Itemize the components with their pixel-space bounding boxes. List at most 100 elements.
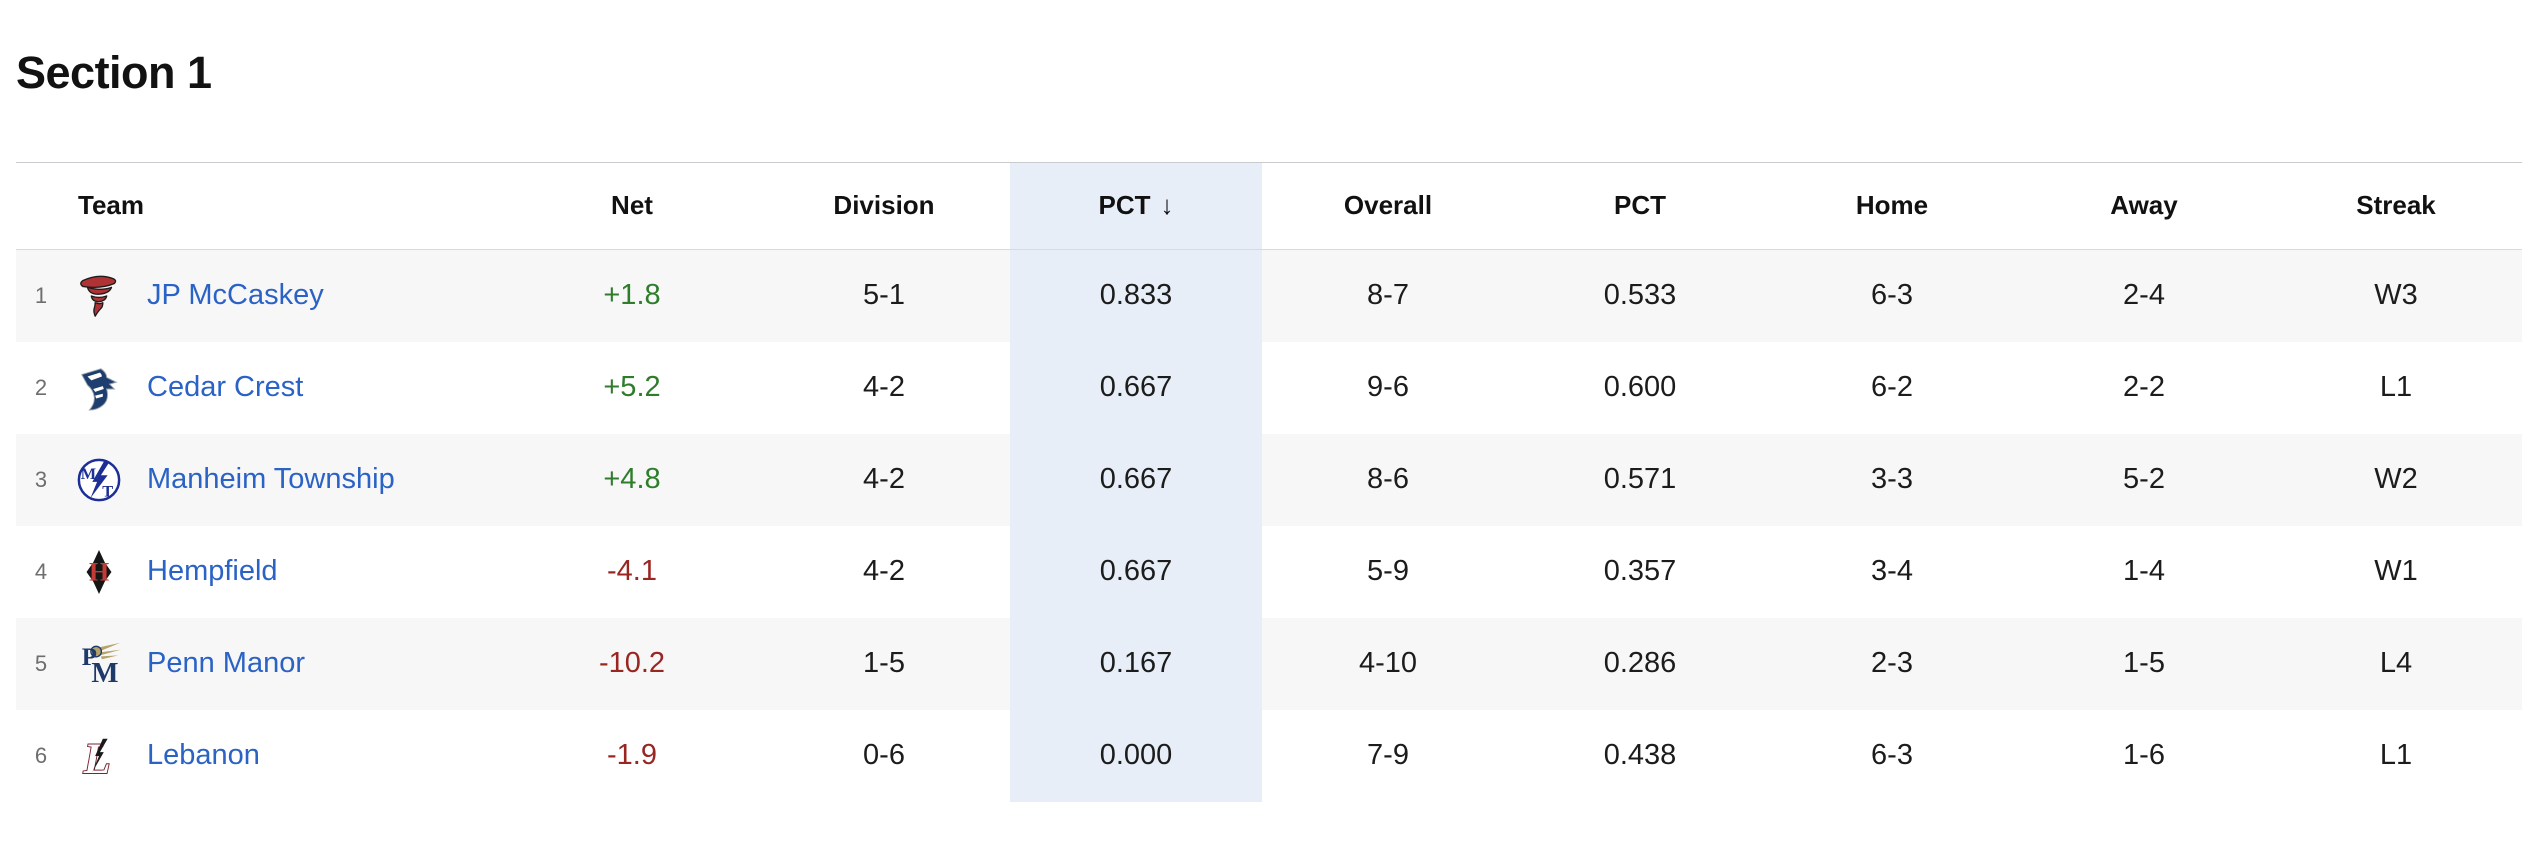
overall-pct-cell: 0.286 — [1603, 647, 1677, 679]
overall-pct-cell: 0.533 — [1603, 279, 1677, 311]
table-row: 3 M T Manheim Township +4.8 4-2 0.667 8-… — [16, 433, 2522, 526]
team-link[interactable]: Hempfield — [147, 555, 278, 587]
division-record-cell: 4-2 — [863, 463, 905, 495]
team-logo-icon: H — [75, 548, 123, 596]
team-cell: 1 JP McCaskey — [16, 249, 506, 342]
team-link[interactable]: Penn Manor — [147, 647, 305, 679]
column-header-division-pct[interactable]: PCT ↓ — [1010, 161, 1262, 250]
division-pct-cell: 0.667 — [1010, 341, 1262, 434]
l-lightning-logo-icon: L — [82, 733, 112, 779]
streak-cell: L1 — [2379, 371, 2413, 403]
column-header-streak[interactable]: Streak — [2270, 161, 2522, 250]
overall-record-cell: 9-6 — [1367, 371, 1409, 403]
team-link[interactable]: Lebanon — [147, 739, 260, 771]
table-row: 6 L Lebanon -1.9 0-6 0.000 7-9 0.438 6-3… — [16, 709, 2522, 802]
team-logo-icon — [75, 364, 123, 412]
column-header-overall[interactable]: Overall — [1262, 161, 1514, 250]
table-body: 1 JP McCaskey +1.8 5-1 0.833 8-7 0.533 6… — [16, 249, 2522, 802]
overall-pct-cell: 0.438 — [1603, 739, 1677, 771]
column-header-overall-pct[interactable]: PCT — [1514, 161, 1766, 250]
table-row: 1 JP McCaskey +1.8 5-1 0.833 8-7 0.533 6… — [16, 249, 2522, 342]
sort-desc-icon: ↓ — [1160, 190, 1174, 220]
home-record-cell: 3-3 — [1871, 463, 1913, 495]
streak-cell: W3 — [2374, 279, 2418, 311]
away-record-cell: 1-5 — [2123, 647, 2165, 679]
overall-record-cell: 5-9 — [1367, 555, 1409, 587]
overall-record-cell: 7-9 — [1367, 739, 1409, 771]
team-logo-icon: L — [75, 732, 123, 780]
away-record-cell: 5-2 — [2123, 463, 2165, 495]
table-row: 2 Cedar Crest +5.2 4-2 0.667 9-6 0.600 6… — [16, 341, 2522, 434]
pm-comet-logo-icon: P M — [82, 642, 122, 687]
svg-text:P: P — [82, 643, 97, 670]
rank-label: 2 — [34, 374, 48, 400]
svg-text:T: T — [102, 481, 113, 500]
column-header-division[interactable]: Division — [758, 161, 1010, 250]
standings-table: Team Net Division PCT ↓ Overall PCT Home … — [16, 161, 2522, 802]
table-row: 4 H Hempfield -4.1 4-2 0.667 5-9 0.357 3… — [16, 525, 2522, 618]
rank-label: 3 — [34, 466, 48, 492]
page: Section 1 Team Net Division PCT ↓ Overall… — [0, 48, 2538, 802]
away-record-cell: 2-4 — [2123, 279, 2165, 311]
streak-cell: W2 — [2374, 463, 2418, 495]
team-link[interactable]: Cedar Crest — [147, 371, 304, 403]
column-header-away[interactable]: Away — [2018, 161, 2270, 250]
team-cell: 3 M T Manheim Township — [16, 434, 506, 526]
home-record-cell: 6-2 — [1871, 371, 1913, 403]
overall-pct-cell: 0.600 — [1603, 371, 1677, 403]
team-link[interactable]: JP McCaskey — [147, 279, 324, 311]
team-link[interactable]: Manheim Township — [147, 463, 395, 495]
division-record-cell: 1-5 — [863, 647, 905, 679]
streak-cell: W1 — [2374, 555, 2418, 587]
rank-label: 1 — [34, 282, 48, 308]
svg-text:M: M — [81, 464, 96, 483]
tornado-logo-icon — [80, 275, 117, 317]
column-header-division-pct-label: PCT — [1098, 190, 1151, 220]
team-cell: 5 P M Penn Manor — [16, 618, 506, 710]
division-record-cell: 0-6 — [863, 739, 905, 771]
svg-text:M: M — [91, 657, 118, 687]
column-header-team[interactable]: Team — [16, 161, 506, 250]
net-cell: -1.9 — [607, 739, 657, 771]
rank-label: 6 — [34, 742, 48, 768]
division-pct-cell: 0.667 — [1010, 525, 1262, 618]
net-cell: -4.1 — [607, 555, 657, 587]
mt-lightning-circle-logo-icon: M T — [77, 458, 121, 501]
black-diamond-h-logo-icon: H — [86, 549, 112, 594]
home-record-cell: 3-4 — [1871, 555, 1913, 587]
home-record-cell: 6-3 — [1871, 739, 1913, 771]
net-cell: +5.2 — [603, 371, 661, 403]
division-pct-cell: 0.167 — [1010, 617, 1262, 710]
division-record-cell: 5-1 — [863, 279, 905, 311]
team-cell: 2 Cedar Crest — [16, 342, 506, 434]
overall-record-cell: 8-7 — [1367, 279, 1409, 311]
team-cell: 4 H Hempfield — [16, 526, 506, 618]
home-record-cell: 6-3 — [1871, 279, 1913, 311]
division-record-cell: 4-2 — [863, 371, 905, 403]
team-logo-icon — [75, 272, 123, 320]
away-record-cell: 2-2 — [2123, 371, 2165, 403]
column-header-home[interactable]: Home — [1766, 161, 2018, 250]
svg-text:H: H — [89, 557, 109, 586]
overall-record-cell: 8-6 — [1367, 463, 1409, 495]
rank-label: 4 — [34, 558, 48, 584]
division-pct-cell: 0.833 — [1010, 249, 1262, 342]
streak-cell: L4 — [2379, 647, 2413, 679]
overall-pct-cell: 0.571 — [1603, 463, 1677, 495]
away-record-cell: 1-4 — [2123, 555, 2165, 587]
team-logo-icon: M T — [75, 456, 123, 504]
net-cell: +1.8 — [603, 279, 661, 311]
column-header-net[interactable]: Net — [506, 161, 758, 250]
svg-text:L: L — [83, 734, 111, 779]
rank-label: 5 — [34, 650, 48, 676]
overall-pct-cell: 0.357 — [1603, 555, 1677, 587]
table-row: 5 P M Penn Manor -10.2 1-5 0.167 4-10 0.… — [16, 617, 2522, 710]
streak-cell: L1 — [2379, 739, 2413, 771]
team-cell: 6 L Lebanon — [16, 710, 506, 802]
falcon-logo-icon — [81, 367, 118, 411]
division-pct-cell: 0.000 — [1010, 709, 1262, 802]
overall-record-cell: 4-10 — [1358, 647, 1418, 679]
team-logo-icon: P M — [75, 640, 123, 688]
net-cell: -10.2 — [598, 647, 666, 679]
table-header: Team Net Division PCT ↓ Overall PCT Home … — [16, 161, 2522, 250]
